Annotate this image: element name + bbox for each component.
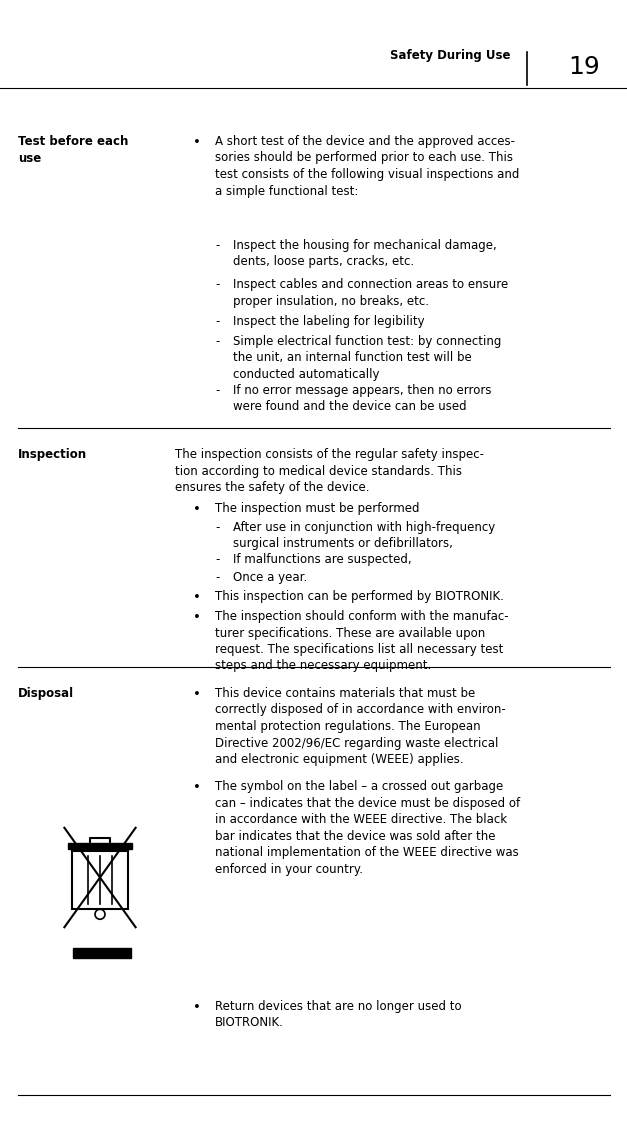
Text: Test before each
use: Test before each use [18, 135, 129, 165]
Text: The inspection should conform with the manufac-
turer specifications. These are : The inspection should conform with the m… [215, 610, 508, 673]
Text: -: - [215, 335, 219, 348]
Text: -: - [215, 315, 219, 328]
Text: Return devices that are no longer used to
BIOTRONIK.: Return devices that are no longer used t… [215, 1000, 461, 1029]
Text: •: • [193, 611, 201, 624]
Text: -: - [215, 553, 219, 566]
Text: Disposal: Disposal [18, 687, 74, 700]
Text: •: • [193, 782, 201, 794]
Text: -: - [215, 278, 219, 291]
Text: Inspection: Inspection [18, 448, 87, 461]
Text: Safety During Use: Safety During Use [389, 49, 510, 62]
Text: 19: 19 [568, 55, 600, 80]
Text: Inspect the housing for mechanical damage,
dents, loose parts, cracks, etc.: Inspect the housing for mechanical damag… [233, 239, 497, 268]
Text: •: • [193, 591, 201, 604]
Text: The symbol on the label – a crossed out garbage
can – indicates that the device : The symbol on the label – a crossed out … [215, 780, 520, 876]
Bar [68, 843, 132, 849]
Text: Inspect cables and connection areas to ensure
proper insulation, no breaks, etc.: Inspect cables and connection areas to e… [233, 278, 508, 308]
Text: If malfunctions are suspected,: If malfunctions are suspected, [233, 553, 411, 566]
Text: -: - [215, 571, 219, 584]
Text: •: • [193, 688, 201, 701]
Text: •: • [193, 1001, 201, 1014]
Bar [72, 851, 128, 909]
Text: After use in conjunction with high-frequency
surgical instruments or defibrillat: After use in conjunction with high-frequ… [233, 521, 495, 551]
Text: -: - [215, 521, 219, 534]
Text: The inspection must be performed: The inspection must be performed [215, 502, 419, 515]
Text: Inspect the labeling for legibility: Inspect the labeling for legibility [233, 315, 424, 328]
Text: This inspection can be performed by BIOTRONIK.: This inspection can be performed by BIOT… [215, 590, 504, 603]
Text: •: • [193, 503, 201, 516]
Text: A short test of the device and the approved acces-
sories should be performed pr: A short test of the device and the appro… [215, 135, 519, 198]
Bar [73, 949, 131, 958]
Text: This device contains materials that must be
correctly disposed of in accordance : This device contains materials that must… [215, 687, 506, 766]
Text: If no error message appears, then no errors
were found and the device can be use: If no error message appears, then no err… [233, 384, 492, 414]
Text: Simple electrical function test: by connecting
the unit, an internal function te: Simple electrical function test: by conn… [233, 335, 502, 381]
Text: -: - [215, 239, 219, 252]
Text: The inspection consists of the regular safety inspec-
tion according to medical : The inspection consists of the regular s… [175, 448, 484, 494]
Text: •: • [193, 136, 201, 149]
Text: Once a year.: Once a year. [233, 571, 307, 584]
Text: -: - [215, 384, 219, 396]
